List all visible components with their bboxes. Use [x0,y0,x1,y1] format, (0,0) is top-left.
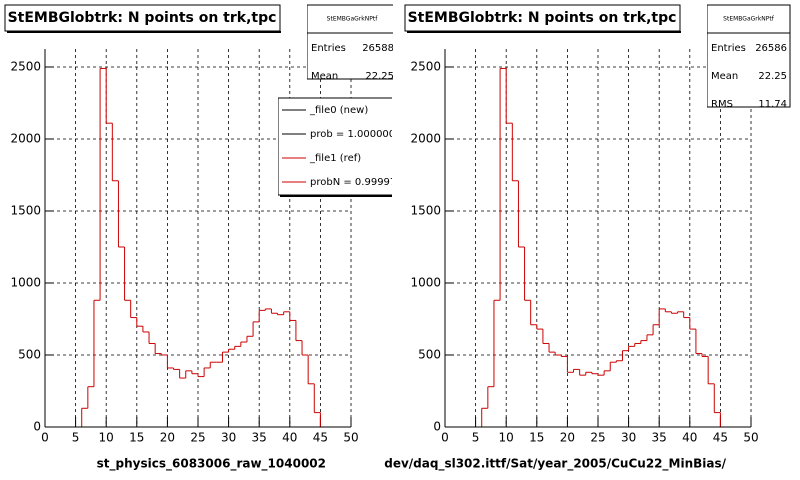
x-tick-label: 40 [282,431,297,445]
x-tick-label: 25 [190,431,205,445]
stats-label: Entries [711,43,746,54]
stats-frame [307,4,393,80]
legend-text: prob = 1.000000 [310,129,395,140]
y-tick-label: 2500 [410,60,441,74]
y-tick-label: 1500 [410,204,441,218]
legend-text: _file1 (ref) [309,153,361,164]
x-tick-label: 35 [652,431,667,445]
x-tick-label: 30 [621,431,636,445]
x-tick-label: 20 [560,431,575,445]
stats-value: 26586 [755,43,787,54]
stats-value: 22.25 [758,71,787,82]
y-tick-label: 0 [33,420,41,434]
x-tick-label: 25 [590,431,605,445]
chart-title: StEMBGlobtrk: N points on trk,tpc [8,10,277,26]
y-tick-label: 1500 [10,204,41,218]
stats-box: StEMBGaGrkNPtf Entries 26586 Mean 22.25 RMS 11… [707,4,791,110]
legend-frame [278,97,392,196]
x-tick-label: 20 [160,431,175,445]
x-tick-label: 40 [682,431,697,445]
stats-value: 26588 [362,43,394,54]
stats-value: 22.25 [365,71,394,82]
legend-text: probN = 0.99997 [310,177,396,188]
x-tick-label: 50 [743,431,758,445]
legend: _file0 (new) prob = 1.000000 _file1 (ref) p… [278,97,396,197]
y-tick-label: 1000 [410,276,441,290]
stats-title: StEMBGaGrkNPtf [723,16,775,23]
stats-title: StEMBGaGrkNPtf [327,16,379,23]
x-tick-label: 5 [472,431,480,445]
stats-label: RMS [711,99,733,110]
stats-label: Mean [711,71,738,82]
y-tick-label: 500 [18,348,41,362]
y-tick-label: 1000 [10,276,41,290]
y-tick-label: 500 [418,348,441,362]
y-tick-label: 2500 [10,60,41,74]
x-tick-label: 0 [41,431,49,445]
x-tick-label: 10 [499,431,514,445]
x-axis-label: st_physics_6083006_raw_1040002 [97,457,326,472]
title-box [404,4,681,32]
x-tick-label: 30 [221,431,236,445]
y-tick-label: 0 [433,420,441,434]
x-tick-label: 15 [529,431,544,445]
x-axis-label: dev/daq_sl302.ittf/Sat/year_2005/CuCu22_… [384,457,726,472]
title-box [4,4,281,32]
y-tick-label: 2000 [410,132,441,146]
x-tick-label: 10 [99,431,114,445]
x-tick-label: 45 [313,431,328,445]
chart-title: StEMBGlobtrk: N points on trk,tpc [408,10,677,26]
x-tick-label: 50 [343,431,358,445]
x-tick-label: 35 [252,431,267,445]
x-tick-label: 5 [72,431,80,445]
legend-text: _file0 (new) [309,105,368,116]
stats-frame [707,4,791,108]
stats-label: Entries [311,43,346,54]
x-tick-label: 0 [441,431,449,445]
stats-label: Mean [311,71,338,82]
stats-value: 11.74 [758,99,787,110]
x-tick-label: 15 [129,431,144,445]
x-tick-label: 45 [713,431,728,445]
stats-box: StEMBGaGrkNPtf Entries 26588 Mean 22.25 [307,4,394,82]
y-tick-label: 2000 [10,132,41,146]
